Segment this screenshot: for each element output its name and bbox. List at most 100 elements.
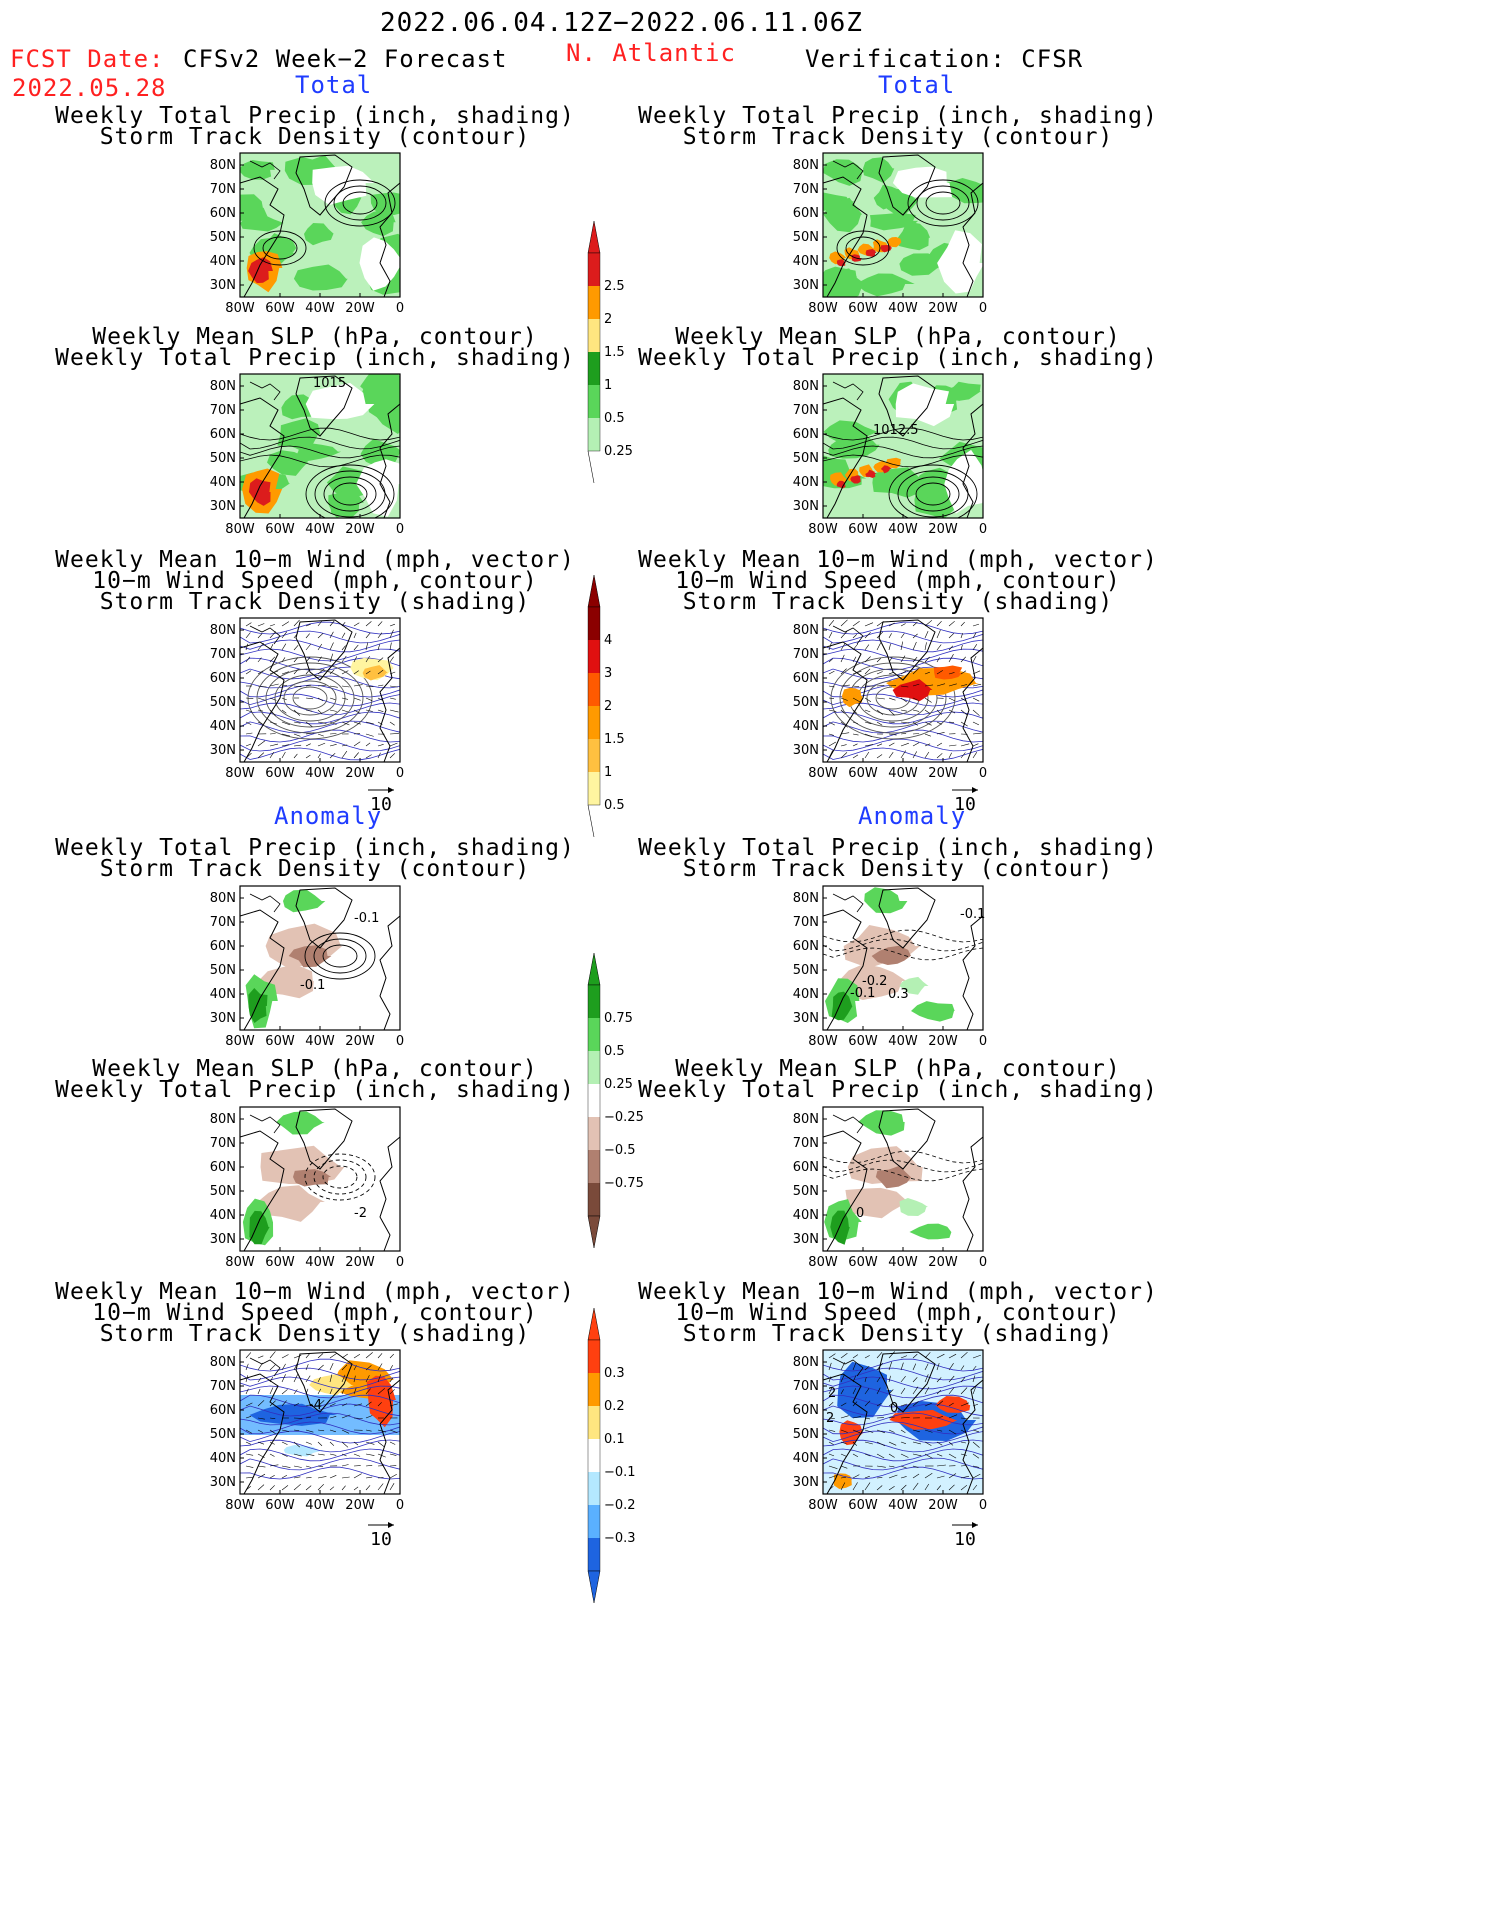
contour-line (240, 720, 400, 734)
wind-vector (257, 709, 264, 712)
wind-vector (245, 1429, 252, 1434)
contour-line (823, 639, 983, 653)
lat-tick-label: 80N (793, 379, 819, 394)
wind-vector (912, 751, 918, 759)
wind-vector (960, 633, 963, 639)
lat-tick-label: 80N (793, 891, 819, 906)
colorbar-label: 0.25 (604, 1077, 633, 1092)
title-verif-total-slp-1: Weekly Mean SLP (hPa, contour) (675, 324, 1121, 350)
title-verif-anom-wind-1: Weekly Mean 10−m Wind (mph, vector) (638, 1279, 1158, 1305)
wind-vector (353, 1387, 357, 1395)
map-field (823, 618, 983, 762)
title-verif-total-wind-2: 10−m Wind Speed (mph, contour) (675, 568, 1121, 594)
wind-vector (888, 1351, 895, 1359)
wind-vector (972, 1484, 978, 1491)
wind-vector (888, 1416, 895, 1419)
wind-vector (864, 1441, 873, 1445)
wind-vector (828, 1386, 833, 1395)
wind-vector (876, 1387, 881, 1395)
shade-region (850, 475, 861, 484)
region-title: N. Atlantic (566, 39, 736, 67)
fcst-date-label: FCST Date: (10, 45, 165, 73)
wind-vector (293, 1441, 300, 1448)
lon-tick-label: 60W (265, 1498, 295, 1513)
shade-region (933, 665, 963, 680)
wind-vector (840, 631, 848, 639)
colorbar-swatch (588, 352, 600, 385)
wind-vector (389, 1473, 397, 1479)
wind-vector (936, 657, 940, 663)
wind-vector (924, 642, 927, 651)
colorbar-label: 0.25 (604, 444, 633, 459)
colorbar-swatch (588, 1084, 600, 1117)
contour-line (823, 648, 983, 662)
lat-tick-label: 70N (210, 403, 236, 418)
contour-line (240, 711, 400, 725)
wind-vector (353, 741, 361, 747)
shade-region (892, 166, 953, 198)
wind-vector (900, 721, 910, 724)
coastline-europe-africa (962, 403, 983, 518)
lat-tick-label: 40N (210, 987, 236, 1002)
title-verif-total-slp-2: Weekly Total Precip (inch, shading) (638, 345, 1158, 371)
wind-vector (257, 1400, 265, 1407)
wind-vector (852, 1482, 858, 1491)
lon-tick-label: 0 (396, 1498, 404, 1513)
wind-vector (305, 643, 312, 651)
wind-vector (305, 743, 311, 747)
lat-tick-label: 60N (793, 206, 819, 221)
wind-vector (888, 1361, 892, 1371)
wind-vector (293, 668, 299, 675)
title-fcst-anom-wind-2: 10−m Wind Speed (mph, contour) (92, 1300, 538, 1326)
wind-vector (948, 1387, 955, 1395)
wind-vector (353, 1473, 362, 1479)
wind-vector (828, 1362, 832, 1371)
wind-vector (876, 1377, 881, 1383)
wind-vector (840, 1465, 848, 1469)
contour-line (897, 470, 969, 518)
wind-vector (257, 670, 264, 675)
wind-vector (257, 1417, 265, 1420)
wind-vector (960, 684, 968, 687)
map-field (240, 618, 400, 762)
colorbar-bottom-tail (587, 804, 595, 838)
wind-vector (936, 709, 942, 716)
colorbar-swatch (588, 772, 600, 805)
wind-vector (329, 1416, 337, 1419)
wind-vector (317, 1400, 325, 1407)
title-fcst-anom-precip-2: Storm Track Density (contour) (99, 856, 531, 882)
wind-vector (281, 1441, 288, 1445)
wind-vector (948, 709, 956, 714)
wind-vector (293, 1483, 301, 1491)
wind-vector (329, 1453, 337, 1456)
contour-line (240, 436, 400, 450)
colorbar-top-triangle (587, 574, 601, 608)
shade-region (362, 665, 388, 681)
wind-vector (900, 1355, 908, 1359)
wind-vector (341, 1485, 346, 1491)
lon-tick-label: 0 (979, 1498, 987, 1513)
contour-line (823, 1394, 983, 1408)
wind-vector (389, 753, 396, 759)
shade-region (875, 1165, 912, 1189)
wind-vector (924, 751, 930, 759)
wind-vector (389, 1389, 395, 1395)
lon-tick-label: 20W (345, 301, 375, 316)
shade-region (293, 264, 348, 291)
contour-line (313, 1159, 367, 1195)
coastline-north-america (240, 176, 285, 297)
wind-vector (341, 1429, 350, 1434)
wind-vector (864, 1429, 874, 1433)
wind-vector (377, 632, 383, 639)
map-fcst-anom-slp: 80N 70N 60N 50N 40N 30N 80W 60W 40W 20W 0 (210, 1106, 404, 1270)
wind-vector (377, 752, 381, 759)
wind-vector (876, 642, 882, 651)
wind-vector (900, 750, 907, 759)
wind-vector (888, 633, 892, 639)
colorbar-swatch (588, 1538, 600, 1571)
wind-vector (864, 644, 870, 651)
wind-vector (912, 641, 917, 651)
colorbar-label: 4 (604, 633, 612, 648)
shade-region (268, 453, 303, 472)
wind-vector (389, 1364, 393, 1371)
